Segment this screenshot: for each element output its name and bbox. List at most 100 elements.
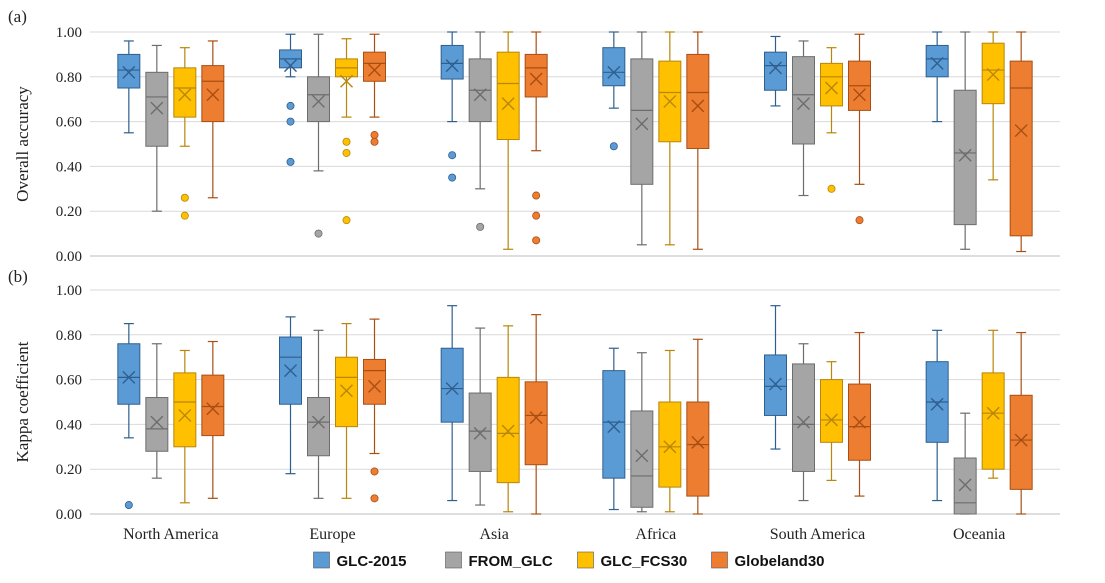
mean-marker <box>284 59 297 73</box>
box-glc-2015 <box>602 347 626 511</box>
mean-marker <box>1014 124 1028 138</box>
box-iqr <box>1009 394 1033 490</box>
outlier-point <box>448 151 457 160</box>
box-iqr <box>925 44 949 78</box>
x-category-label: North America <box>123 526 219 543</box>
box-globeland30 <box>1009 31 1033 253</box>
box-glc-2015 <box>279 33 302 166</box>
legend-label: Globeland30 <box>735 553 825 570</box>
y-axis-label: Kappa coefficient <box>13 341 32 462</box>
legend-swatch <box>313 551 330 569</box>
box-from-glc <box>307 33 330 238</box>
mean-marker <box>312 415 325 429</box>
box-glc-fcs30 <box>820 47 843 193</box>
outlier-point <box>342 137 351 146</box>
box-from-glc <box>953 31 977 250</box>
mean-marker <box>206 88 220 102</box>
box-glc-2015 <box>764 305 787 450</box>
box-glc-fcs30 <box>496 325 520 513</box>
box-globeland30 <box>686 31 710 250</box>
mean-marker <box>340 74 353 88</box>
mean-marker <box>769 377 782 391</box>
box-from-glc <box>145 343 169 479</box>
box-glc-2015 <box>117 40 141 134</box>
box-iqr <box>953 457 977 515</box>
outlier-point <box>370 494 379 503</box>
box-from-glc <box>953 412 977 515</box>
box-globeland30 <box>686 338 710 515</box>
box-glc-2015 <box>440 31 464 182</box>
box-iqr <box>117 343 141 405</box>
box-glc-fcs30 <box>496 31 520 250</box>
mean-marker <box>853 415 866 429</box>
chart-legend: GLC-2015 FROM_GLC GLC_FCS30 Globeland30 <box>313 551 825 570</box>
outlier-point <box>448 173 457 182</box>
y-tick-label: 0.80 <box>56 70 82 86</box>
box-iqr <box>792 363 815 472</box>
y-tick-label: 0.00 <box>56 507 82 523</box>
legend-label: FROM_GLC <box>469 553 553 570</box>
panel-b: 0.00 0.20 0.40 0.60 0.80 1.00 (b) Kappa coeffic… <box>8 267 1060 543</box>
box-globeland30 <box>848 331 871 497</box>
box-iqr <box>686 53 710 149</box>
x-category-label: Europe <box>309 526 355 543</box>
box-globeland30 <box>363 33 386 146</box>
legend-item-glc-2015: GLC-2015 <box>313 551 407 570</box>
box-iqr <box>117 53 141 89</box>
legend-item-glc-fcs30: GLC_FCS30 <box>577 551 688 570</box>
legend-swatch <box>577 551 594 569</box>
box-iqr <box>145 397 169 452</box>
y-tick-label: 0.40 <box>56 159 82 175</box>
box-iqr <box>201 374 225 437</box>
box-glc-2015 <box>925 329 949 502</box>
panel-a: 0.00 0.20 0.40 0.60 0.80 1.00 (a) Overall accur… <box>8 7 1060 265</box>
mean-marker <box>150 415 164 429</box>
outlier-point <box>342 148 351 157</box>
mean-marker <box>853 88 866 102</box>
mean-marker <box>312 94 325 108</box>
mean-marker <box>797 97 810 111</box>
box-globeland30 <box>848 33 871 225</box>
outlier-point <box>314 229 323 238</box>
y-tick-label: 1.00 <box>56 283 82 299</box>
outlier-point <box>286 157 295 166</box>
box-from-glc <box>145 44 169 212</box>
box-iqr <box>335 356 358 428</box>
box-glc-fcs30 <box>981 31 1005 181</box>
box-iqr <box>630 410 654 508</box>
outlier-point <box>532 191 541 200</box>
box-glc-2015 <box>440 305 464 502</box>
box-iqr <box>1009 60 1033 237</box>
legend-label: GLC_FCS30 <box>601 553 688 570</box>
mean-marker <box>635 449 649 463</box>
box-iqr <box>602 47 626 87</box>
outlier-point <box>370 467 379 476</box>
box-iqr <box>764 354 787 416</box>
box-iqr <box>686 401 710 497</box>
chart-panels: 0.00 0.20 0.40 0.60 0.80 1.00 (a) Overall accur… <box>8 7 1060 543</box>
box-globeland30 <box>201 340 225 499</box>
y-tick-label: 0.00 <box>56 249 82 265</box>
mean-marker <box>445 382 459 396</box>
box-iqr <box>981 42 1005 105</box>
mean-marker <box>501 424 515 438</box>
outlier-point <box>370 137 379 146</box>
mean-marker <box>445 59 459 73</box>
mean-marker <box>691 435 705 449</box>
outlier-point <box>286 117 295 126</box>
box-globeland30 <box>201 40 225 199</box>
mean-marker <box>958 478 972 492</box>
box-iqr <box>820 62 843 107</box>
box-glc-2015 <box>602 31 626 151</box>
mean-marker <box>663 94 677 108</box>
box-iqr <box>764 51 787 91</box>
outlier-point <box>286 101 295 110</box>
box-iqr <box>173 67 197 118</box>
box-from-glc <box>630 31 654 246</box>
mean-marker <box>368 63 381 77</box>
mean-marker <box>529 72 543 86</box>
outlier-point <box>532 236 541 245</box>
box-iqr <box>496 376 520 484</box>
legend-item-globeland30: Globeland30 <box>711 551 825 570</box>
